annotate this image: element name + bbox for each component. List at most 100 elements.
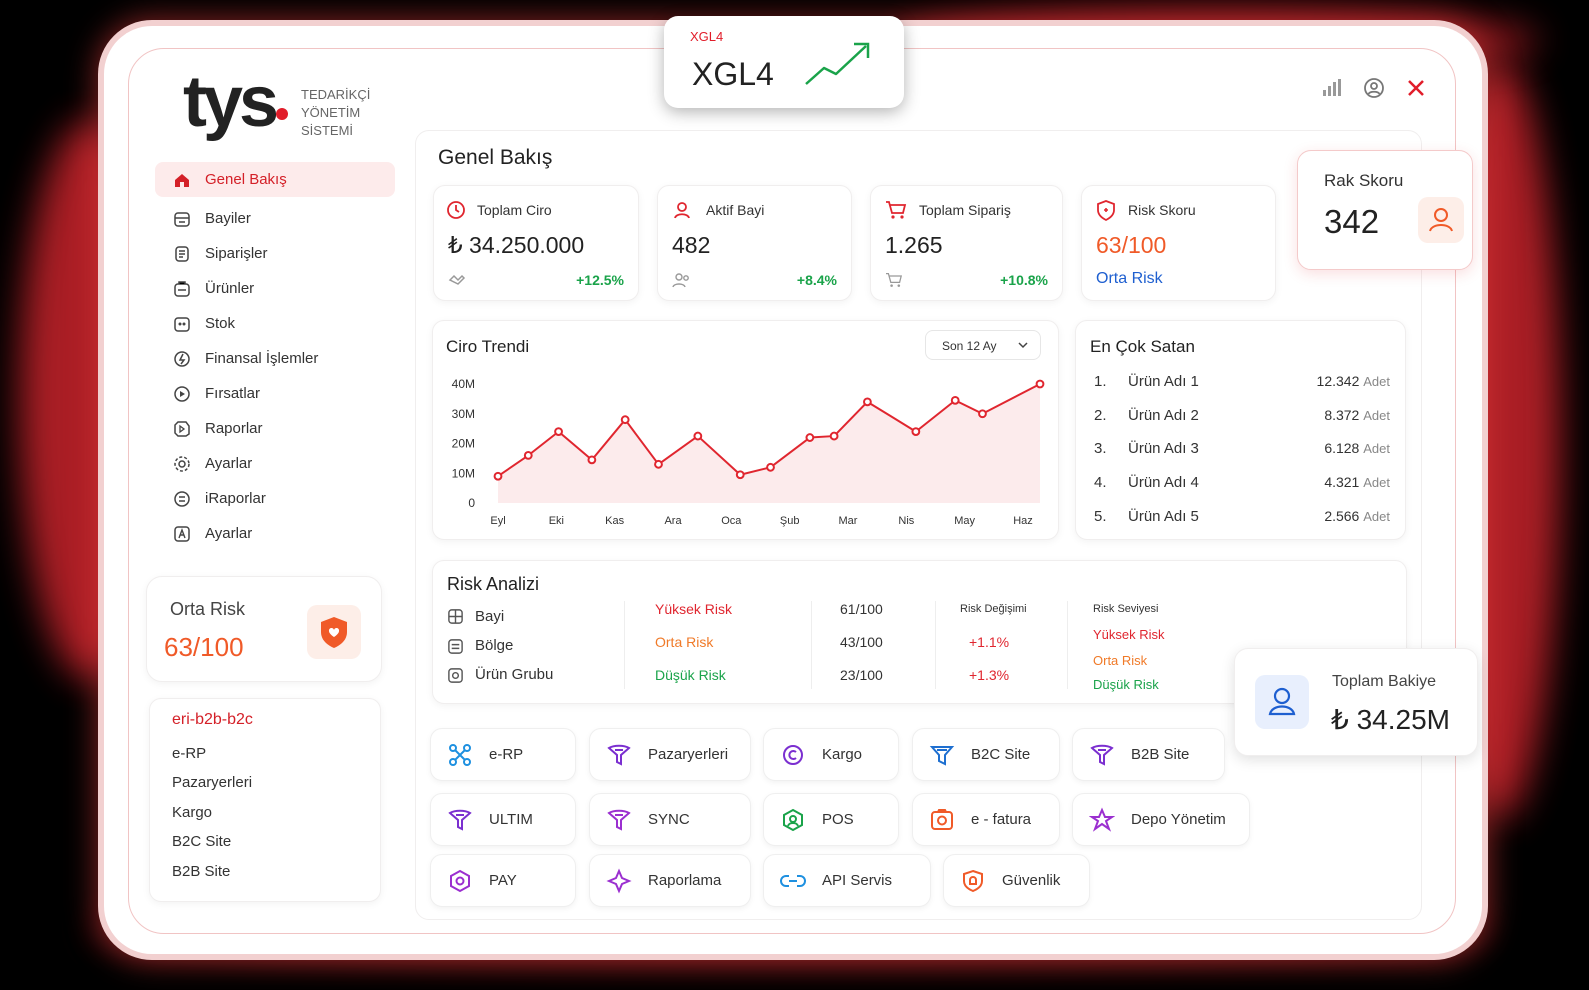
sidebar-item-1[interactable]: Genel Bakış bbox=[155, 162, 395, 197]
sidebar-item-5[interactable]: Stok bbox=[155, 306, 395, 341]
funnel-icon bbox=[607, 744, 631, 766]
shield-outline-icon bbox=[1097, 200, 1115, 221]
kpi-card-orders[interactable]: Toplam Sipariş 1.265 +10.8% bbox=[870, 185, 1063, 301]
close-icon[interactable] bbox=[1404, 76, 1428, 100]
app-tile-b2b[interactable]: B2B Site bbox=[1072, 728, 1225, 781]
chart-line bbox=[497, 383, 1041, 478]
top-seller-rank: 5. bbox=[1094, 507, 1107, 525]
app-tile-pay[interactable]: PAY bbox=[430, 854, 576, 907]
top-seller-name: Ürün Adı 2 bbox=[1128, 406, 1199, 424]
sidebar-item-6[interactable]: Finansal İşlemler bbox=[155, 341, 395, 376]
channel-list-title: eri-b2b-b2c bbox=[172, 711, 253, 728]
top-seller-row[interactable]: 5. Ürün Adı 5 2.566 Adet bbox=[1094, 508, 1390, 528]
user-icon bbox=[1268, 687, 1296, 716]
app-tile-label: PAY bbox=[489, 872, 517, 889]
cargo-icon bbox=[783, 744, 803, 765]
channel-list-card: eri-b2b-b2c e-RP Pazaryerleri Kargo B2C … bbox=[149, 698, 381, 902]
brand-logo[interactable]: tys bbox=[183, 62, 279, 142]
top-seller-row[interactable]: 2. Ürün Adı 2 8.372 Adet bbox=[1094, 407, 1390, 427]
app-tile-cargo[interactable]: Kargo bbox=[763, 728, 899, 781]
channel-item[interactable]: e-RP bbox=[172, 745, 207, 762]
app-tile-label: SYNC bbox=[648, 811, 690, 828]
app-tile-funnel[interactable]: Pazaryerleri bbox=[589, 728, 751, 781]
user-icon-tile bbox=[1255, 675, 1309, 729]
app-tile-pos[interactable]: POS bbox=[763, 793, 899, 846]
app-tile-invoice[interactable]: e - fatura bbox=[912, 793, 1060, 846]
sidebar-item-2[interactable]: Bayiler bbox=[155, 201, 395, 236]
risk-score: 61/100 bbox=[840, 601, 883, 617]
sidebar-risk-card[interactable]: Orta Risk 63/100 bbox=[146, 576, 382, 682]
total-balance-card[interactable]: Toplam Bakiye ₺ 34.25M bbox=[1234, 648, 1478, 756]
risk-level-high: Yüksek Risk bbox=[655, 601, 733, 617]
invoice-icon bbox=[931, 808, 953, 830]
trend-up-icon bbox=[805, 42, 870, 85]
balance-value: ₺ 34.25M bbox=[1331, 704, 1450, 735]
risk-level-mid: Orta Risk bbox=[655, 634, 714, 650]
rak-score-label: Rak Skoru bbox=[1324, 171, 1404, 190]
app-tile-api[interactable]: API Servis bbox=[763, 854, 931, 907]
products-icon bbox=[174, 280, 190, 297]
sidebar-item-8[interactable]: Raporlar bbox=[155, 411, 395, 446]
chart-point bbox=[523, 451, 533, 460]
divider bbox=[624, 601, 625, 689]
channel-item[interactable]: Pazaryerleri bbox=[172, 774, 253, 792]
top-seller-row[interactable]: 1. Ürün Adı 1 12.342 Adet bbox=[1094, 373, 1390, 393]
x-tick-label: Nis bbox=[898, 515, 914, 527]
brand-subtitle: TEDARİKÇİ YÖNETİM SİSTEMİ bbox=[301, 86, 370, 140]
risk-note: Orta Risk bbox=[1096, 270, 1163, 287]
app-tile-b2c[interactable]: B2C Site bbox=[912, 728, 1060, 781]
top-seller-row[interactable]: 4. Ürün Adı 4 4.321 Adet bbox=[1094, 474, 1390, 494]
app-tile-security[interactable]: Güvenlik bbox=[943, 854, 1090, 907]
chart-point bbox=[766, 462, 775, 472]
channel-item[interactable]: B2B Site bbox=[172, 862, 231, 880]
sidebar-item-7[interactable]: Fırsatlar bbox=[155, 376, 395, 411]
sidebar-risk-title: Orta Risk bbox=[170, 599, 246, 619]
chevron-down-icon bbox=[1018, 342, 1028, 349]
app-tile-reporting[interactable]: Raporlama bbox=[589, 854, 751, 907]
top-seller-name: Ürün Adı 1 bbox=[1128, 373, 1199, 390]
app-tile-label: Raporlama bbox=[648, 872, 722, 889]
top-seller-rank: 4. bbox=[1094, 474, 1107, 492]
app-tile-label: Depo Yönetim bbox=[1131, 811, 1226, 828]
chart-point bbox=[829, 431, 839, 441]
channel-item[interactable]: Kargo bbox=[172, 803, 213, 821]
risk-analysis-title: Risk Analizi bbox=[447, 574, 540, 594]
x-tick-label: Kas bbox=[605, 515, 624, 527]
chart-point bbox=[978, 409, 987, 419]
channel-item[interactable]: B2C Site bbox=[172, 833, 232, 851]
risk-change-title: Risk Değişimi bbox=[960, 603, 1027, 615]
store-icon bbox=[174, 211, 190, 227]
app-tile-warehouse[interactable]: Depo Yönetim bbox=[1072, 793, 1250, 846]
chart-point bbox=[863, 397, 872, 407]
sidebar-item-10[interactable]: iRaporlar bbox=[155, 481, 395, 516]
sidebar-item-3[interactable]: Siparişler bbox=[155, 236, 395, 271]
sidebar-item-9[interactable]: Ayarlar bbox=[155, 446, 395, 481]
user-circle-icon[interactable] bbox=[1362, 76, 1386, 100]
kpi-value: 482 bbox=[672, 232, 711, 258]
main-panel bbox=[415, 130, 1422, 920]
signal-icon[interactable] bbox=[1320, 76, 1344, 100]
app-tile-ultim[interactable]: ULTIM bbox=[430, 793, 576, 846]
top-seller-row[interactable]: 3. Ürün Adı 3 6.128 Adet bbox=[1094, 440, 1390, 460]
app-tile-label: B2B Site bbox=[1131, 746, 1190, 763]
settings-icon bbox=[174, 455, 190, 472]
kpi-card-dealers[interactable]: Aktif Bayi 482 +8.4% bbox=[657, 185, 852, 301]
home-icon bbox=[175, 173, 189, 187]
reports-icon bbox=[174, 420, 190, 437]
top-seller-count: 4.321 bbox=[1324, 474, 1360, 491]
risk-row-label: Bayi bbox=[475, 608, 505, 625]
app-tile-label: Kargo bbox=[822, 746, 863, 763]
period-select[interactable]: Son 12 Ay bbox=[925, 330, 1041, 360]
brand-subtitle-line: TEDARİKÇİ bbox=[301, 87, 371, 102]
ticker-card[interactable]: XGL4 XGL4 bbox=[664, 16, 904, 108]
kpi-card-revenue[interactable]: Toplam Ciro ₺ 34.250.000 +12.5% bbox=[433, 185, 639, 301]
chart-point bbox=[620, 415, 630, 425]
kpi-card-risk[interactable]: Risk Skoru 63/100 Orta Risk bbox=[1081, 185, 1276, 301]
app-tile-sync[interactable]: SYNC bbox=[589, 793, 751, 846]
y-tick-label: 10M bbox=[452, 466, 475, 480]
sidebar-item-4[interactable]: Ürünler bbox=[155, 271, 395, 306]
sidebar-item-11[interactable]: Ayarlar bbox=[155, 516, 395, 551]
app-tile-drone[interactable]: e-RP bbox=[430, 728, 576, 781]
rak-score-card[interactable]: Rak Skoru 342 bbox=[1297, 150, 1473, 270]
kpi-delta: +10.8% bbox=[1000, 272, 1048, 288]
